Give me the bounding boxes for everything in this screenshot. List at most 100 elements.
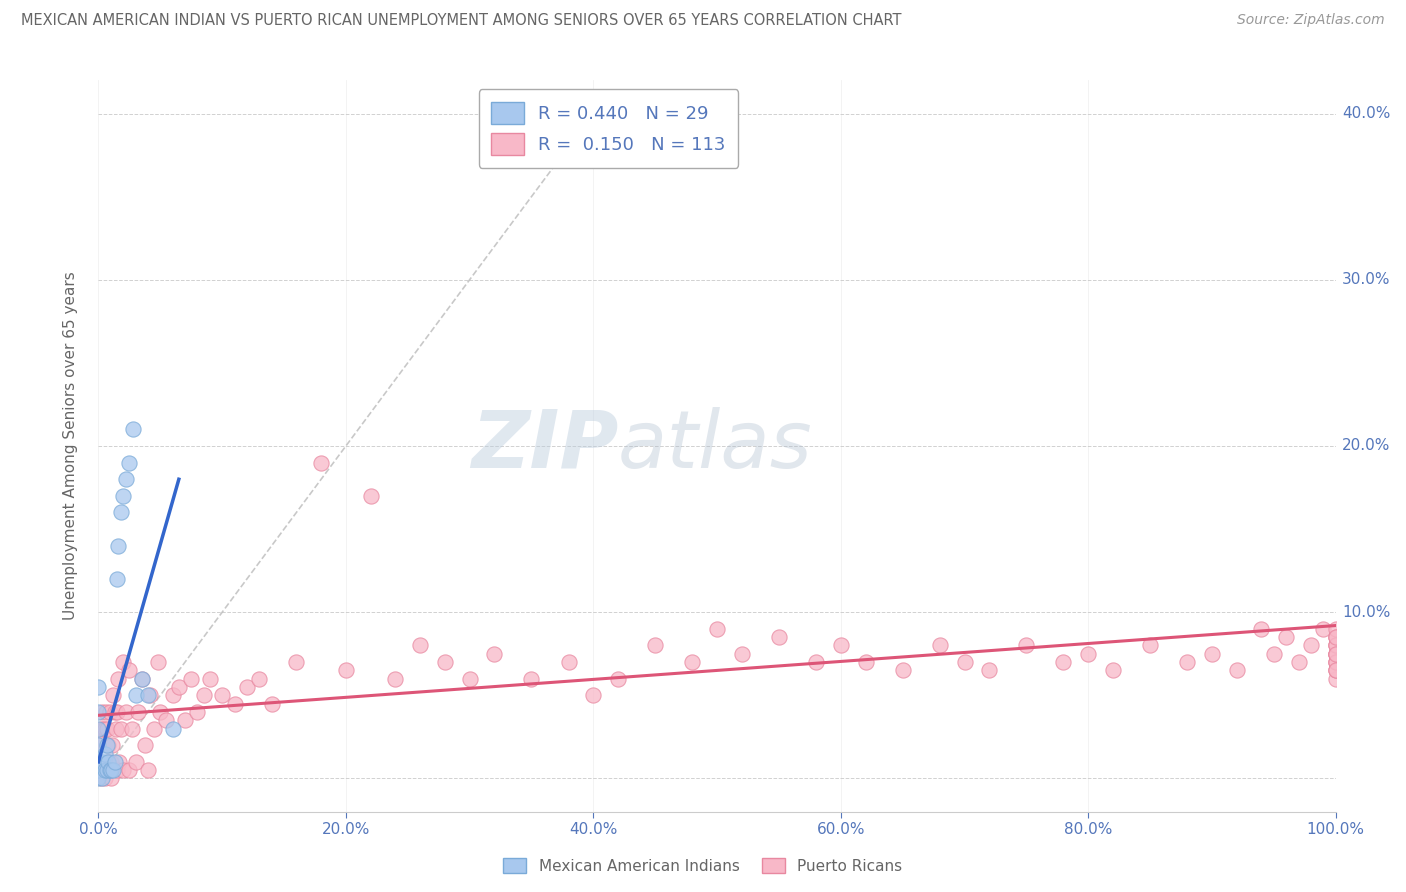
Point [103, 705, 125, 719]
Point [1015, 639, 1038, 653]
Point [1250, 622, 1272, 636]
Point [93, 747, 115, 761]
Point [87, 738, 110, 752]
Point [93, 722, 115, 736]
Point [1201, 647, 1223, 661]
Point [87, 705, 110, 719]
Point [1324, 655, 1347, 669]
Point [100, 755, 122, 769]
Point [105, 572, 128, 586]
Point [87, 755, 110, 769]
Point [112, 489, 135, 503]
Point [167, 680, 190, 694]
Point [198, 672, 221, 686]
Point [582, 689, 605, 703]
Point [180, 672, 202, 686]
Point [121, 722, 143, 736]
Point [104, 722, 127, 736]
Y-axis label: Unemployment Among Seniors over 65 years: Unemployment Among Seniors over 65 years [63, 272, 77, 620]
Point [96, 763, 118, 777]
Point [681, 655, 703, 669]
Legend: Mexican American Indians, Puerto Ricans: Mexican American Indians, Puerto Ricans [498, 852, 908, 880]
Point [1324, 664, 1347, 678]
Point [101, 738, 124, 752]
Point [247, 672, 270, 686]
Text: 20.0%: 20.0% [1341, 439, 1391, 453]
Point [830, 639, 852, 653]
Point [87, 763, 110, 777]
Point [211, 689, 233, 703]
Point [96, 722, 118, 736]
Point [174, 714, 197, 728]
Text: 10.0%: 10.0% [1341, 605, 1391, 620]
Point [91, 755, 114, 769]
Point [105, 705, 128, 719]
Point [112, 763, 135, 777]
Point [804, 655, 827, 669]
Point [1324, 655, 1347, 669]
Point [1324, 622, 1347, 636]
Point [91, 763, 114, 777]
Point [360, 489, 382, 503]
Point [193, 689, 215, 703]
Text: ZIP: ZIP [471, 407, 619, 485]
Point [1324, 664, 1347, 678]
Point [1324, 630, 1347, 644]
Point [136, 763, 159, 777]
Point [644, 639, 666, 653]
Point [96, 755, 118, 769]
Point [162, 722, 184, 736]
Legend: R = 0.440   N = 29, R =  0.150   N = 113: R = 0.440 N = 29, R = 0.150 N = 113 [478, 89, 738, 168]
Point [1324, 647, 1347, 661]
Point [131, 672, 153, 686]
Point [1312, 622, 1334, 636]
Point [1324, 630, 1347, 644]
Point [118, 664, 141, 678]
Point [706, 622, 728, 636]
Point [122, 422, 145, 436]
Point [118, 763, 141, 777]
Point [94, 705, 117, 719]
Point [107, 539, 129, 553]
Point [87, 772, 110, 786]
Point [1324, 639, 1347, 653]
Point [100, 772, 122, 786]
Point [891, 664, 914, 678]
Point [285, 655, 308, 669]
Point [1226, 664, 1249, 678]
Point [768, 630, 790, 644]
Point [1288, 655, 1310, 669]
Point [96, 738, 118, 752]
Point [112, 655, 135, 669]
Point [91, 705, 114, 719]
Point [458, 672, 481, 686]
Point [953, 655, 976, 669]
Point [433, 655, 456, 669]
Point [1299, 639, 1322, 653]
Point [1102, 664, 1125, 678]
Point [335, 664, 357, 678]
Point [110, 722, 132, 736]
Point [94, 763, 117, 777]
Point [107, 672, 129, 686]
Point [1324, 639, 1347, 653]
Point [97, 755, 120, 769]
Point [224, 697, 246, 711]
Point [162, 689, 184, 703]
Text: atlas: atlas [619, 407, 813, 485]
Point [149, 705, 172, 719]
Point [87, 763, 110, 777]
Point [118, 456, 141, 470]
Point [1324, 630, 1347, 644]
Point [309, 456, 332, 470]
Point [557, 655, 579, 669]
Point [143, 722, 166, 736]
Point [260, 697, 283, 711]
Point [124, 689, 146, 703]
Point [97, 738, 120, 752]
Point [87, 755, 110, 769]
Point [98, 763, 121, 777]
Point [1263, 647, 1285, 661]
Text: 30.0%: 30.0% [1341, 272, 1391, 287]
Point [1139, 639, 1161, 653]
